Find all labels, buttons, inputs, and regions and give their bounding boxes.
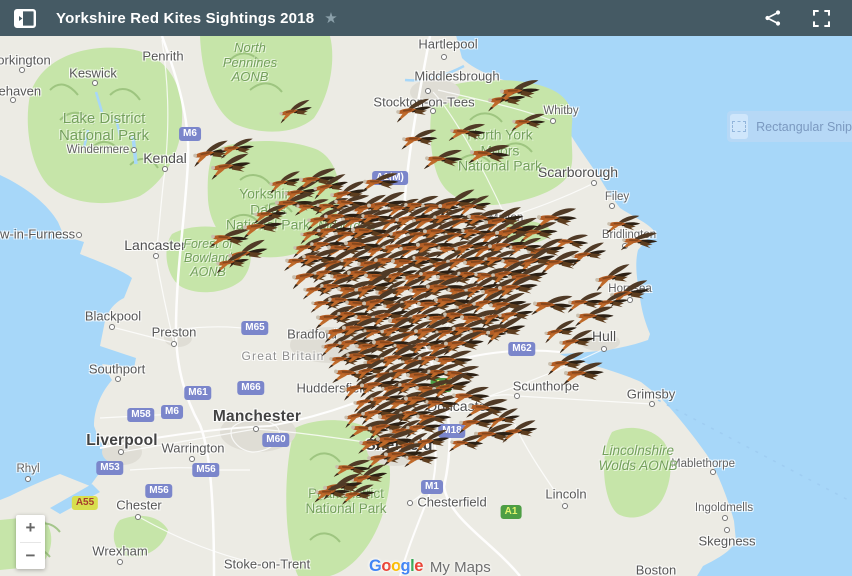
fullscreen-icon	[812, 9, 830, 27]
google-logo-letter: G	[369, 557, 382, 575]
header-bar: Yorkshire Red Kites Sightings 2018 ★	[0, 0, 852, 36]
zoom-divider	[20, 541, 41, 543]
open-panel-icon	[14, 8, 36, 28]
rectangular-snip-icon[interactable]	[730, 114, 749, 139]
google-logo-letter: l	[410, 557, 415, 575]
fullscreen-button[interactable]	[808, 5, 834, 31]
google-logo-letter: o	[390, 557, 401, 575]
share-button[interactable]	[760, 5, 786, 31]
open-panel-button[interactable]	[14, 8, 38, 28]
snip-tooltip: Rectangular Snip	[727, 111, 852, 142]
google-logo-letter: g	[400, 557, 411, 575]
zoom-control: + −	[16, 515, 45, 569]
ferry-route	[657, 399, 852, 503]
google-logo-letter: o	[381, 557, 391, 575]
page-title: Yorkshire Red Kites Sightings 2018	[56, 9, 315, 27]
zoom-in-button[interactable]: +	[25, 518, 36, 538]
north-sea	[452, 20, 852, 576]
snip-tooltip-label: Rectangular Snip	[756, 119, 852, 134]
mymaps-label: My Maps	[429, 559, 491, 576]
irish-sea	[0, 175, 136, 500]
zoom-out-button[interactable]: −	[25, 545, 36, 565]
share-icon	[765, 10, 781, 26]
google-logo-letter: e	[414, 557, 423, 575]
star-icon[interactable]: ★	[324, 9, 338, 27]
google-attribution[interactable]: Google My Maps	[369, 557, 491, 576]
google-logo: Google	[369, 557, 423, 576]
